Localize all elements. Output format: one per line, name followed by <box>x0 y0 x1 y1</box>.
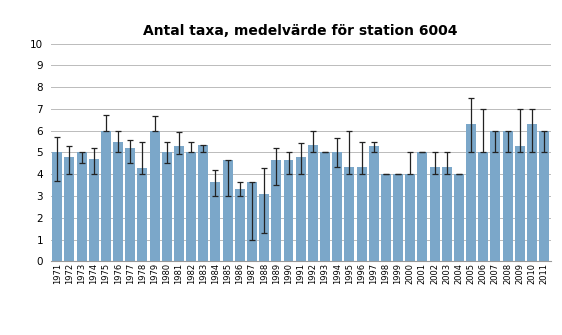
Bar <box>405 174 415 261</box>
Bar <box>198 145 209 261</box>
Bar <box>429 166 439 261</box>
Bar <box>320 152 330 261</box>
Bar <box>125 148 135 261</box>
Bar <box>113 141 123 261</box>
Bar <box>527 124 537 261</box>
Bar <box>454 174 464 261</box>
Bar <box>162 152 172 261</box>
Bar <box>101 131 111 261</box>
Bar <box>138 168 147 261</box>
Bar <box>466 124 476 261</box>
Bar <box>418 152 427 261</box>
Title: Antal taxa, medelvärde för station 6004: Antal taxa, medelvärde för station 6004 <box>143 24 458 38</box>
Bar <box>211 182 220 261</box>
Bar <box>259 194 269 261</box>
Bar <box>65 157 74 261</box>
Bar <box>174 146 184 261</box>
Bar <box>478 152 488 261</box>
Bar <box>271 160 282 261</box>
Bar <box>76 152 87 261</box>
Bar <box>491 131 500 261</box>
Bar <box>393 174 403 261</box>
Bar <box>89 159 99 261</box>
Bar <box>296 157 306 261</box>
Bar <box>149 131 160 261</box>
Bar <box>356 166 366 261</box>
Bar <box>283 160 293 261</box>
Bar <box>442 166 452 261</box>
Bar <box>369 146 379 261</box>
Bar <box>502 131 513 261</box>
Bar <box>235 190 245 261</box>
Bar <box>247 182 257 261</box>
Bar <box>332 152 342 261</box>
Bar <box>345 166 354 261</box>
Bar <box>381 174 391 261</box>
Bar <box>308 145 318 261</box>
Bar <box>186 152 196 261</box>
Bar <box>539 131 549 261</box>
Bar <box>223 160 233 261</box>
Bar <box>52 152 62 261</box>
Bar <box>515 146 525 261</box>
